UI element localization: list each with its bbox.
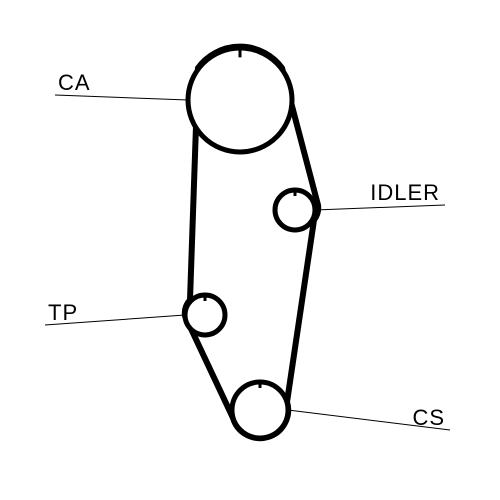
label-idler: IDLER	[370, 180, 440, 205]
pulley-cs	[232, 382, 288, 438]
label-ca: CA	[58, 70, 91, 95]
pulley-ca	[188, 48, 292, 152]
belt-diagram: CA IDLER TP CS	[0, 0, 500, 500]
label-cs: CS	[412, 405, 445, 430]
label-tp: TP	[48, 300, 78, 325]
leader-idler	[315, 205, 445, 210]
leader-ca	[55, 95, 188, 100]
